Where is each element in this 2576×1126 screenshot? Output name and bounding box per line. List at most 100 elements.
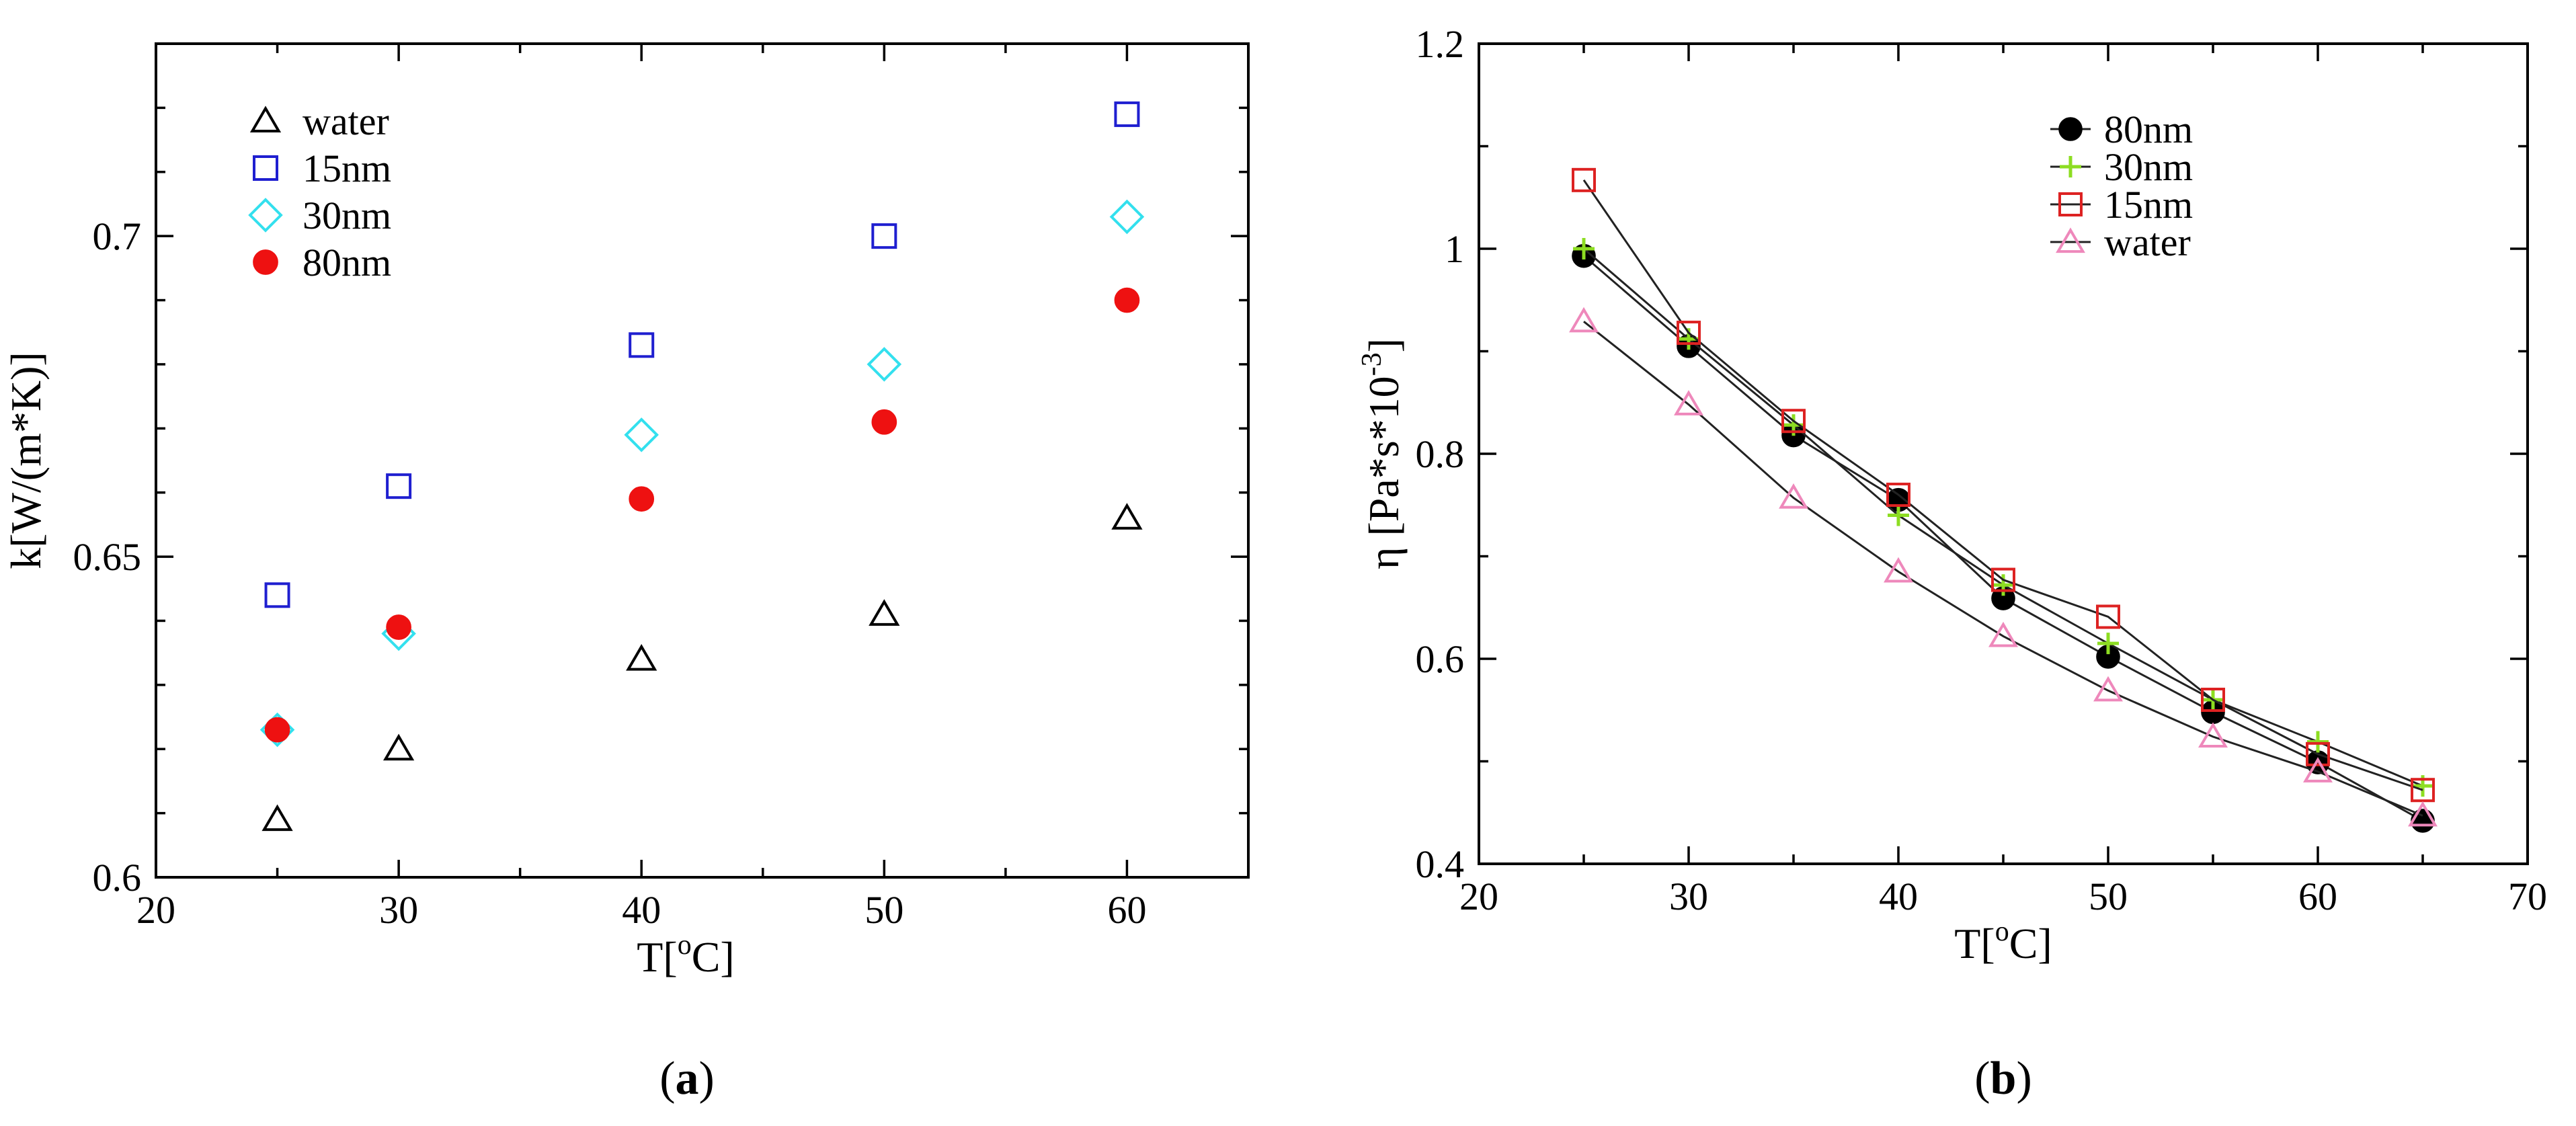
chart-b-x-axis-title: T[oC] <box>1954 916 2052 967</box>
chart-a-x-tick-label: 30 <box>379 888 418 932</box>
chart-a-x-tick-label: 40 <box>622 888 661 932</box>
legend-marker-30nm <box>248 198 283 233</box>
series-line-30nm <box>1583 247 2423 787</box>
chart-b-y-tick-label: 0.8 <box>1416 432 1465 476</box>
legend-item-30nm: 30nm <box>2050 145 2193 189</box>
chart-b-x-tick-label: 70 <box>2508 875 2547 918</box>
data-point-80nm <box>871 409 897 435</box>
chart-a: 20 30 40 50 60 0.60.650.7 water15nm30nm80nm … <box>2 42 1250 1104</box>
chart-b-y-tick-label: 1.2 <box>1416 22 1465 66</box>
chart-b-x-tick-label: 50 <box>2089 875 2128 918</box>
legend-item-80nm: 80nm <box>253 241 391 284</box>
data-point-15nm <box>629 332 655 358</box>
series-30nm <box>259 199 1145 748</box>
data-point-15nm <box>1991 567 2015 592</box>
series-30nm <box>1573 238 2433 797</box>
series-water <box>1569 307 2438 827</box>
data-point-water <box>261 804 293 832</box>
data-point-water <box>383 733 415 761</box>
legend-label: 80nm <box>2104 108 2193 151</box>
data-point-water <box>2408 801 2438 827</box>
data-point-30nm <box>2307 731 2329 753</box>
chart-a-x-axis-title: T[oC] <box>637 930 734 981</box>
data-point-water <box>1674 390 1703 415</box>
series-15nm <box>1572 167 2435 803</box>
chart-a-y-tick-label: 0.7 <box>93 214 142 258</box>
data-point-30nm <box>1993 574 2014 596</box>
chart-b-panel-label: (b) <box>1974 1053 2032 1104</box>
chart-b-y-tick-label: 1 <box>1445 227 1464 271</box>
chart-a-plot-area <box>155 42 1250 879</box>
data-point-80nm <box>629 486 655 512</box>
chart-a-x-tick-label: 50 <box>864 888 903 932</box>
series-line-15nm <box>1582 179 2423 791</box>
legend-label: 30nm <box>303 194 391 237</box>
chart-b: 20 30 40 50 60 70 0.4 0.6 0.8 1 1.2 80nm30nm15nmw… <box>1357 22 2547 1104</box>
chart-b-ticks <box>1478 42 2529 865</box>
data-point-water <box>1779 483 1808 509</box>
legend-marker-80nm <box>253 249 278 275</box>
legend-marker-water <box>249 106 282 132</box>
data-point-15nm <box>1677 321 1701 346</box>
data-point-30nm <box>624 417 659 452</box>
data-point-water <box>1111 503 1143 530</box>
chart-a-ticks <box>155 42 1250 879</box>
chart-b-plot-area <box>1478 42 2529 865</box>
data-point-80nm <box>386 614 411 640</box>
chart-b-y-tick-label: 0.6 <box>1416 637 1465 681</box>
data-point-15nm <box>1781 409 1806 434</box>
chart-a-y-tick-label: 0.6 <box>93 856 142 899</box>
series-15nm <box>264 101 1140 608</box>
data-point-80nm <box>264 717 290 743</box>
data-point-30nm <box>2097 633 2119 655</box>
series-80nm <box>1572 243 2435 833</box>
chart-b-x-tick-label: 60 <box>2298 875 2337 918</box>
chart-b-y-tick-labels: 0.4 0.6 0.8 1 1.2 <box>1416 22 1465 886</box>
legend-label: 80nm <box>303 241 391 284</box>
data-point-15nm <box>2411 778 2435 803</box>
legend-label: water <box>303 99 389 143</box>
data-point-15nm <box>264 582 290 608</box>
legend-item-30nm: 30nm <box>248 194 391 237</box>
chart-a-y-tick-label: 0.65 <box>73 535 142 579</box>
legend-item-water: water <box>249 99 389 143</box>
data-point-30nm <box>1109 199 1145 235</box>
data-point-water <box>869 599 900 626</box>
chart-a-y-axis-title: k[W/(m*K)] <box>2 352 50 569</box>
legend-label: 15nm <box>303 147 391 190</box>
chart-a-x-tick-label: 60 <box>1107 888 1146 932</box>
legend-marker-15nm <box>2058 192 2083 216</box>
series-line-80nm <box>1583 255 2423 822</box>
data-point-15nm <box>1572 167 1596 192</box>
data-point-15nm <box>1886 483 1910 507</box>
series-80nm <box>264 287 1140 743</box>
legend-item-water: water <box>2050 220 2191 264</box>
data-point-water <box>2198 722 2228 748</box>
data-point-15nm <box>2306 741 2330 766</box>
chart-b-x-tick-labels: 20 30 40 50 60 70 <box>1459 875 2547 918</box>
data-point-water <box>626 644 657 671</box>
chart-b-series <box>1569 167 2438 833</box>
data-point-15nm <box>386 473 412 499</box>
legend-marker-30nm <box>2060 156 2081 177</box>
chart-b-x-tick-label: 40 <box>1879 875 1918 918</box>
data-point-80nm <box>1114 287 1140 313</box>
data-point-water <box>1569 307 1599 333</box>
chart-b-x-tick-label: 20 <box>1459 875 1498 918</box>
legend-label: water <box>2104 220 2191 264</box>
legend-marker-15nm <box>253 155 278 181</box>
chart-b-x-tick-label: 30 <box>1669 875 1708 918</box>
data-point-15nm <box>2096 604 2120 629</box>
series-line-water <box>1583 321 2423 817</box>
legend-item-15nm: 15nm <box>253 147 391 190</box>
data-point-water <box>1988 621 2018 647</box>
legend-item-80nm: 80nm <box>2050 108 2193 151</box>
chart-a-series <box>259 101 1145 832</box>
data-point-15nm <box>1114 101 1140 127</box>
data-point-30nm <box>1888 504 1909 526</box>
legend-marker-water <box>2056 227 2085 253</box>
data-point-water <box>2093 676 2123 702</box>
